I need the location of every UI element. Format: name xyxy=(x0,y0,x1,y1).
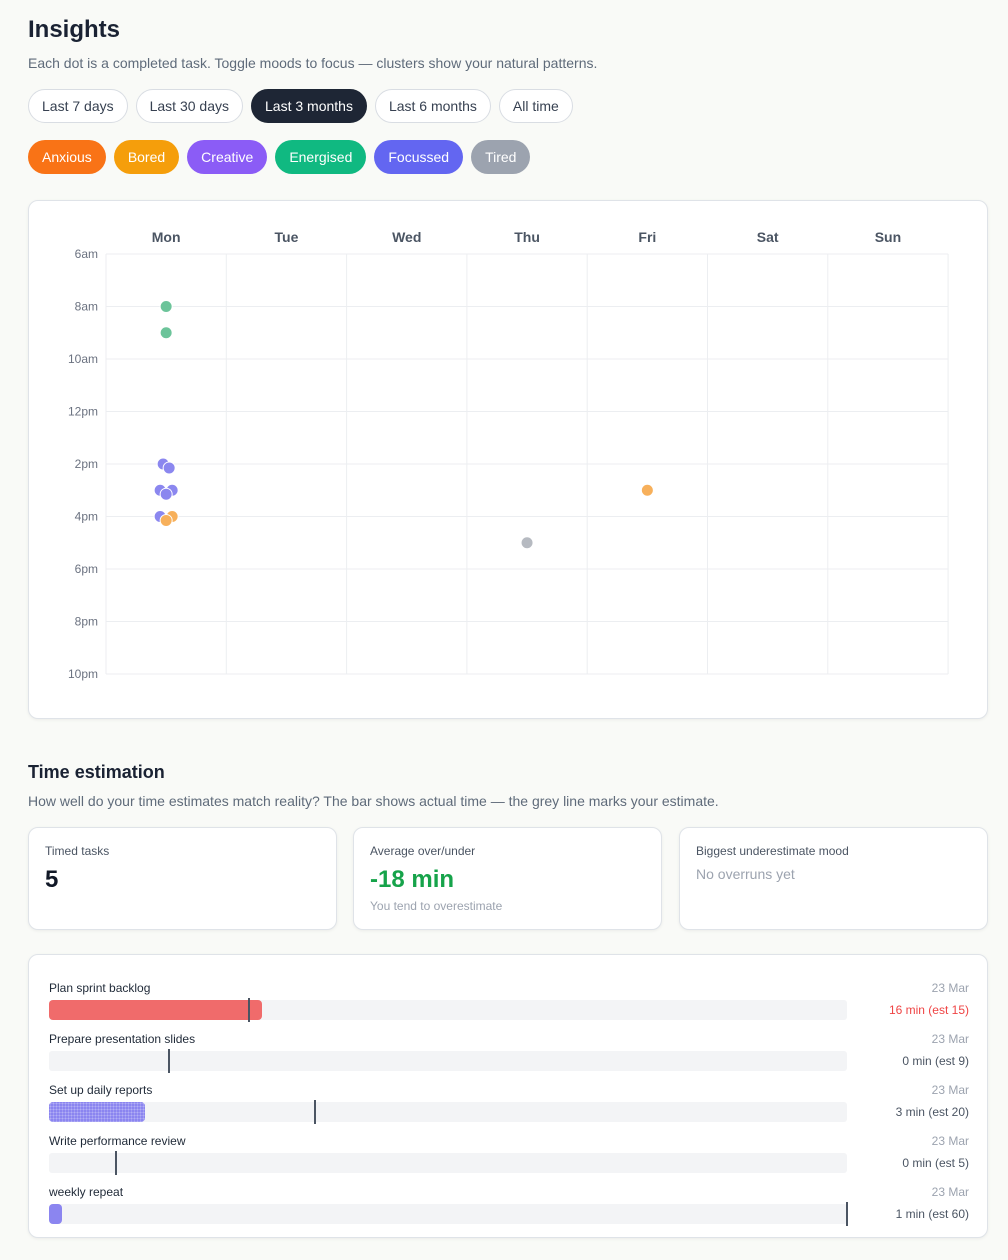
data-point-focussed xyxy=(162,461,176,475)
task-name: Set up daily reports xyxy=(49,1083,153,1097)
mood-filter: Anxious Bored Creative Energised Focussed Tir… xyxy=(28,140,531,174)
data-point-tired xyxy=(520,536,534,550)
task-name: Prepare presentation slides xyxy=(49,1032,196,1046)
timed-tasks-label: Timed tasks xyxy=(45,844,110,858)
hour-tick-label: 6am xyxy=(75,247,98,261)
page-title: Insights xyxy=(28,16,121,43)
mood-time-scatter-chart: 6am 8am 10am 12pm 2pm 4pm 6pm 8pm 10pm Mon Tue Wed T… xyxy=(68,229,949,681)
time-estimation-subtitle: How well do your time estimates match re… xyxy=(28,793,719,809)
task-name: Plan sprint backlog xyxy=(49,981,151,995)
task-date: 23 Mar xyxy=(931,1185,969,1199)
actual-time-bar xyxy=(49,1102,145,1122)
data-point-energised xyxy=(159,300,173,313)
task-time-track xyxy=(49,998,847,1022)
task-row: Set up daily reports 23 Mar 3 min (est 20) xyxy=(49,1063,969,1124)
biggest-underestimate-label: Biggest underestimate mood xyxy=(696,844,849,858)
mood-toggle-creative[interactable]: Creative xyxy=(187,140,268,174)
day-column-label: Thu xyxy=(514,229,540,245)
hour-tick-label: 12pm xyxy=(68,405,98,419)
data-point-bored xyxy=(640,483,654,497)
task-time-summary: 0 min (est 5) xyxy=(902,1156,969,1170)
average-over-under-value: -18 min xyxy=(370,866,455,893)
actual-time-bar xyxy=(49,1000,262,1020)
data-point-focussed xyxy=(159,487,173,501)
data-point-energised xyxy=(159,326,173,340)
day-column-label: Mon xyxy=(152,229,181,245)
task-date: 23 Mar xyxy=(931,1134,969,1148)
biggest-underestimate-card: Biggest underestimate mood No overruns y… xyxy=(679,827,988,930)
timed-tasks-value: 5 xyxy=(45,866,59,893)
day-column-label: Fri xyxy=(638,229,656,245)
estimate-marker xyxy=(314,1100,316,1124)
task-estimate-list: Plan sprint backlog 23 Mar 16 min (est 15)… xyxy=(28,954,988,1238)
range-button-last-30-days[interactable]: Last 30 days xyxy=(135,89,243,123)
hour-tick-label: 8pm xyxy=(75,615,98,629)
task-time-summary: 3 min (est 20) xyxy=(895,1105,969,1119)
range-button-last-7-days[interactable]: Last 7 days xyxy=(28,89,128,123)
task-date: 23 Mar xyxy=(931,1032,969,1046)
task-date: 23 Mar xyxy=(931,1083,969,1097)
task-row: Prepare presentation slides 23 Mar 0 min (… xyxy=(49,1012,969,1073)
task-time-track xyxy=(49,1202,848,1226)
task-name: Write performance review xyxy=(49,1134,186,1148)
range-button-last-6-months[interactable]: Last 6 months xyxy=(374,89,491,123)
biggest-underestimate-value: No overruns yet xyxy=(696,866,795,882)
hour-tick-label: 6pm xyxy=(75,562,98,576)
task-time-summary: 0 min (est 9) xyxy=(902,1054,969,1068)
day-column-label: Tue xyxy=(275,229,299,245)
estimate-marker xyxy=(167,1049,170,1073)
estimate-marker xyxy=(247,998,250,1022)
mood-toggle-tired[interactable]: Tired xyxy=(471,140,531,174)
range-button-last-3-months[interactable]: Last 3 months xyxy=(251,89,367,123)
range-button-all-time[interactable]: All time xyxy=(498,89,573,123)
average-over-under-label: Average over/under xyxy=(370,844,476,858)
task-date: 23 Mar xyxy=(931,981,969,995)
mood-toggle-bored[interactable]: Bored xyxy=(113,140,180,174)
date-range-filter: Last 7 days Last 30 days Last 3 months Last… xyxy=(28,89,573,123)
hour-tick-label: 8am xyxy=(75,300,98,314)
task-name: weekly repeat xyxy=(49,1185,124,1199)
task-time-track xyxy=(49,1049,847,1073)
page-subtitle: Each dot is a completed task. Toggle moo… xyxy=(28,55,598,71)
average-over-under-card: Average over/under -18 min You tend to o… xyxy=(353,827,662,930)
task-time-summary: 16 min (est 15) xyxy=(888,1003,969,1017)
task-row: Write performance review 23 Mar 0 min (est… xyxy=(49,1114,969,1175)
mood-toggle-energised[interactable]: Energised xyxy=(275,140,367,174)
mood-toggle-focussed[interactable]: Focussed xyxy=(374,140,464,174)
timed-tasks-card: Timed tasks 5 xyxy=(28,827,337,930)
day-column-label: Sat xyxy=(757,229,779,245)
day-column-label: Sun xyxy=(875,229,901,245)
hour-tick-label: 2pm xyxy=(75,457,98,471)
hour-tick-label: 10am xyxy=(68,352,98,366)
day-column-label: Wed xyxy=(392,229,421,245)
task-time-summary: 1 min (est 60) xyxy=(895,1207,969,1221)
estimate-marker xyxy=(114,1151,117,1175)
hour-tick-label: 4pm xyxy=(75,510,98,524)
estimate-marker xyxy=(846,1202,848,1226)
mood-toggle-anxious[interactable]: Anxious xyxy=(28,140,106,174)
task-time-track xyxy=(49,1100,847,1124)
average-over-under-note: You tend to overestimate xyxy=(370,899,503,913)
task-time-track xyxy=(49,1151,847,1175)
data-point-bored xyxy=(159,513,173,527)
mood-time-chart-card: 6am 8am 10am 12pm 2pm 4pm 6pm 8pm 10pm Mon Tue Wed T… xyxy=(28,200,988,719)
time-estimation-title: Time estimation xyxy=(28,762,165,782)
actual-time-bar xyxy=(49,1204,63,1224)
hour-tick-label: 10pm xyxy=(68,667,98,681)
task-row: weekly repeat 23 Mar 1 min (est 60) xyxy=(49,1165,969,1226)
task-row: Plan sprint backlog 23 Mar 16 min (est 15) xyxy=(49,961,969,1022)
